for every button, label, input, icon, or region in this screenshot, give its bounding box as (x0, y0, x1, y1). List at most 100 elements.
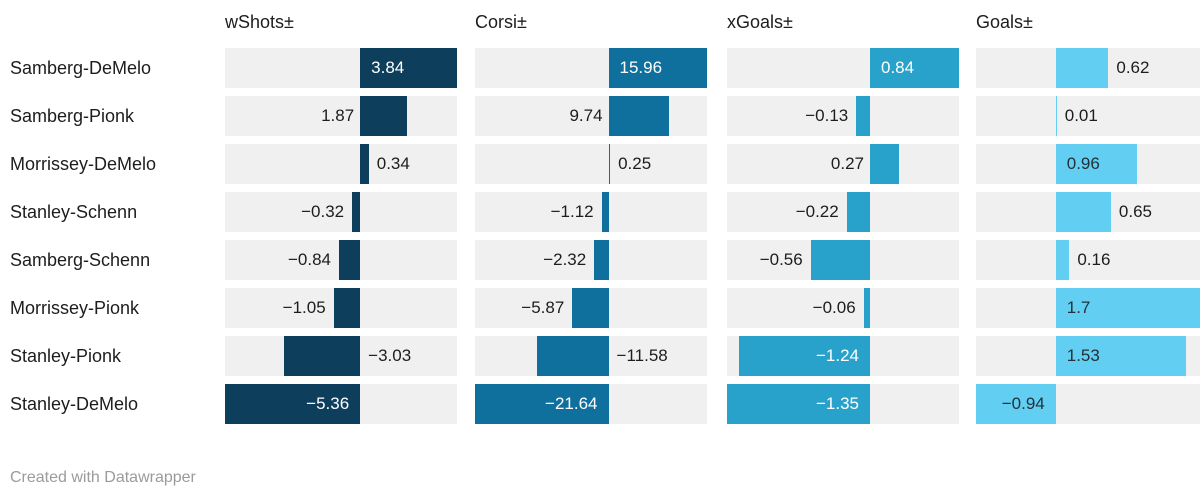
value-label: 0.65 (1118, 202, 1152, 221)
bar-track: 1.7 (976, 288, 1200, 328)
bar-track: 0.34 (225, 144, 457, 184)
bar-track: 0.65 (976, 192, 1200, 232)
bar-track: 0.27 (727, 144, 959, 184)
bar[interactable] (338, 240, 361, 280)
bar[interactable] (810, 240, 870, 280)
column-header-wshots: wShots± (225, 12, 294, 32)
bar-track: −0.32 (225, 192, 457, 232)
bar[interactable] (976, 384, 1056, 424)
bar-track: −0.84 (225, 240, 457, 280)
datawrapper-credit-link[interactable]: Created with Datawrapper (10, 469, 196, 486)
value-label: −0.56 (759, 250, 803, 269)
bar[interactable] (863, 288, 870, 328)
value-label: 0.62 (1116, 58, 1150, 77)
bar-track: −5.87 (475, 288, 707, 328)
bar[interactable] (1055, 96, 1057, 136)
bar[interactable] (870, 48, 959, 88)
value-label: 0.01 (1064, 106, 1098, 125)
value-label: 9.74 (569, 106, 603, 125)
value-label: −0.32 (301, 202, 345, 221)
row-label: Stanley-Pionk (10, 346, 122, 366)
bar[interactable] (283, 336, 361, 376)
bar-track: −0.06 (727, 288, 959, 328)
bar[interactable] (846, 192, 870, 232)
value-label: −1.12 (550, 202, 594, 221)
bar[interactable] (360, 144, 369, 184)
bar[interactable] (856, 96, 870, 136)
value-label: 0.27 (830, 154, 865, 173)
bar-track: −1.24 (727, 336, 959, 376)
bar[interactable] (594, 240, 609, 280)
bar[interactable] (608, 96, 669, 136)
bar[interactable] (352, 192, 361, 232)
bar-track: −1.05 (225, 288, 457, 328)
bar-track: −1.12 (475, 192, 707, 232)
bar[interactable] (1055, 144, 1138, 184)
row-label: Samberg-Pionk (10, 106, 135, 126)
value-label: 3.84 (371, 58, 405, 77)
bar-track: −3.03 (225, 336, 457, 376)
bar-track: 0.96 (976, 144, 1200, 184)
value-label: −1.35 (816, 394, 860, 413)
column-header-xgoals: xGoals± (727, 12, 793, 32)
bar[interactable] (360, 48, 457, 88)
bar-track: 0.84 (727, 48, 959, 88)
value-label: −2.32 (543, 250, 587, 269)
bar-track: −0.56 (727, 240, 959, 280)
bar-track: −5.36 (225, 384, 457, 424)
bar[interactable] (601, 192, 609, 232)
value-label: −3.03 (368, 346, 412, 365)
value-label: 0.25 (618, 154, 652, 173)
bar[interactable] (738, 336, 870, 376)
bar[interactable] (870, 144, 899, 184)
bar-track: −1.35 (727, 384, 959, 424)
bar-track: −21.64 (475, 384, 707, 424)
value-label: 0.84 (881, 58, 915, 77)
column-header-goals: Goals± (976, 12, 1033, 32)
bar[interactable] (1055, 288, 1200, 328)
bar[interactable] (225, 384, 361, 424)
bar-track: 0.25 (475, 144, 707, 184)
value-label: 15.96 (619, 58, 663, 77)
bar[interactable] (1055, 336, 1186, 376)
row-label: Samberg-DeMelo (10, 58, 152, 78)
value-label: −11.58 (616, 346, 668, 365)
bar-track: 3.84 (225, 48, 457, 88)
value-label: 0.96 (1066, 154, 1100, 173)
value-label: 0.34 (376, 154, 410, 173)
bar[interactable] (1055, 240, 1070, 280)
bar-track: −11.58 (475, 336, 707, 376)
value-label: 1.7 (1066, 298, 1091, 317)
bar-track: −0.22 (727, 192, 959, 232)
bar-track: 9.74 (475, 96, 707, 136)
bar[interactable] (608, 144, 611, 184)
bar[interactable] (360, 96, 408, 136)
bar[interactable] (537, 336, 609, 376)
value-label: 1.87 (321, 106, 355, 125)
bar-track: 0.16 (976, 240, 1200, 280)
bar[interactable] (608, 48, 707, 88)
row-label: Stanley-DeMelo (10, 394, 139, 414)
value-label: −0.22 (795, 202, 839, 221)
row-label: Morrissey-Pionk (10, 298, 140, 318)
bar[interactable] (475, 384, 609, 424)
row-label: Morrissey-DeMelo (10, 154, 157, 174)
bar-track: −0.94 (976, 384, 1200, 424)
bar-track: −0.13 (727, 96, 959, 136)
value-label: −0.84 (287, 250, 331, 269)
bar[interactable] (572, 288, 609, 328)
bar[interactable] (727, 384, 870, 424)
bar[interactable] (333, 288, 361, 328)
bar[interactable] (1055, 48, 1109, 88)
value-label: −0.13 (805, 106, 849, 125)
bar-track: 0.01 (976, 96, 1200, 136)
bar-track: 1.53 (976, 336, 1200, 376)
bar-track: 1.87 (225, 96, 457, 136)
value-label: −5.87 (521, 298, 565, 317)
bar[interactable] (1055, 192, 1111, 232)
column-header-corsi: Corsi± (475, 12, 527, 32)
value-label: 1.53 (1066, 346, 1100, 365)
row-label: Stanley-Schenn (10, 202, 138, 222)
value-label: −0.94 (1001, 394, 1045, 413)
value-label: −5.36 (306, 394, 350, 413)
